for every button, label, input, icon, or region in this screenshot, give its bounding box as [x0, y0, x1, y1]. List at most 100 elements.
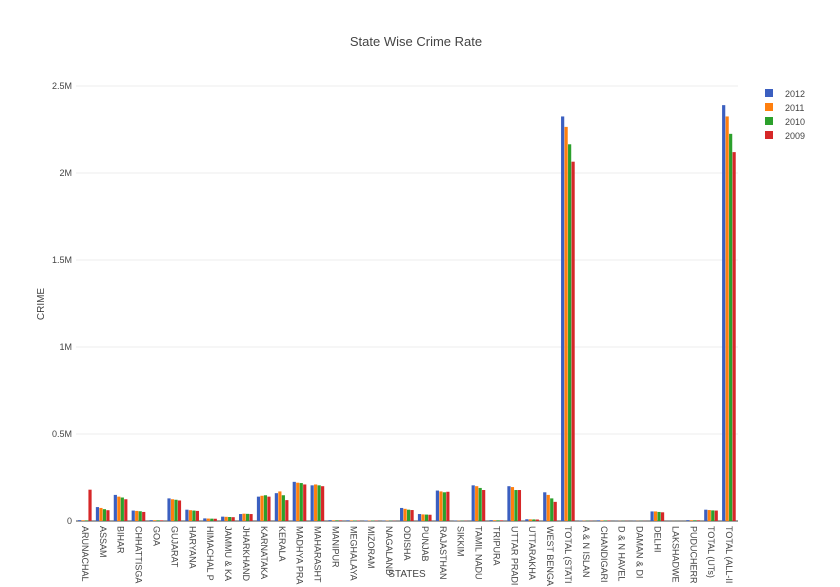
bar[interactable] — [314, 484, 318, 521]
bar[interactable] — [221, 516, 225, 521]
bar[interactable] — [607, 520, 611, 521]
bar[interactable] — [446, 491, 450, 521]
legend-item[interactable]: 2010 — [765, 117, 805, 127]
bar[interactable] — [707, 510, 711, 521]
bar[interactable] — [424, 514, 429, 521]
bar[interactable] — [117, 496, 121, 521]
bar[interactable] — [331, 520, 336, 521]
legend-item[interactable]: 2011 — [765, 103, 804, 113]
bar[interactable] — [564, 126, 568, 521]
bar[interactable] — [507, 486, 511, 521]
bar[interactable] — [442, 492, 446, 521]
bar[interactable] — [696, 520, 700, 521]
bar[interactable] — [535, 519, 539, 521]
bar[interactable] — [561, 116, 565, 521]
bar[interactable] — [131, 510, 135, 521]
bar[interactable] — [711, 510, 715, 521]
bar[interactable] — [274, 493, 278, 521]
bar[interactable] — [263, 495, 268, 521]
bar[interactable] — [156, 520, 160, 521]
bar[interactable] — [102, 509, 107, 521]
bar[interactable] — [403, 508, 407, 521]
bar[interactable] — [317, 485, 321, 521]
bar[interactable] — [256, 496, 261, 521]
bar[interactable] — [174, 499, 178, 521]
bar[interactable] — [686, 520, 690, 521]
bar[interactable] — [356, 520, 360, 522]
bar[interactable] — [410, 510, 414, 521]
bar[interactable] — [732, 152, 736, 521]
bar[interactable] — [553, 501, 557, 521]
bar[interactable] — [496, 520, 500, 521]
bar[interactable] — [421, 514, 425, 521]
bar[interactable] — [596, 520, 601, 521]
bar[interactable] — [138, 511, 142, 521]
bar[interactable] — [725, 116, 729, 521]
bar[interactable] — [113, 494, 117, 521]
bar[interactable] — [525, 519, 529, 521]
bar[interactable] — [693, 520, 697, 521]
bar[interactable] — [482, 490, 486, 521]
bar[interactable] — [407, 509, 411, 521]
bar[interactable] — [153, 520, 157, 521]
legend-item[interactable]: 2012 — [765, 89, 805, 99]
bar[interactable] — [292, 481, 296, 521]
bar[interactable] — [120, 497, 124, 521]
bar[interactable] — [349, 520, 354, 521]
bar[interactable] — [543, 492, 547, 521]
bar[interactable] — [231, 517, 235, 521]
bar[interactable] — [192, 510, 196, 521]
bar[interactable] — [478, 487, 482, 521]
bar[interactable] — [228, 517, 232, 521]
bar[interactable] — [428, 514, 432, 521]
bar[interactable] — [353, 520, 357, 521]
legend[interactable]: 2012 2011 2010 2009 — [765, 89, 805, 141]
bar[interactable] — [170, 499, 175, 521]
bar[interactable] — [546, 494, 550, 521]
bar[interactable] — [439, 491, 443, 521]
bar[interactable] — [299, 483, 303, 521]
bar[interactable] — [142, 511, 146, 521]
bar[interactable] — [364, 520, 368, 521]
bar[interactable] — [135, 510, 139, 521]
bar[interactable] — [310, 485, 314, 521]
bar[interactable] — [499, 520, 504, 521]
bar[interactable] — [722, 105, 726, 521]
bar[interactable] — [338, 520, 343, 521]
bar[interactable] — [714, 510, 718, 521]
bar[interactable] — [249, 514, 253, 521]
bar[interactable] — [167, 498, 171, 521]
bar[interactable] — [160, 520, 164, 521]
bar[interactable] — [303, 484, 307, 521]
bar[interactable] — [514, 490, 518, 521]
bar[interactable] — [321, 486, 325, 521]
bar[interactable] — [729, 133, 733, 521]
bar[interactable] — [657, 511, 661, 521]
bar[interactable] — [417, 514, 422, 521]
bar[interactable] — [471, 485, 475, 521]
bar[interactable] — [400, 507, 404, 521]
bar[interactable] — [571, 161, 575, 521]
bar[interactable] — [296, 482, 300, 521]
bar[interactable] — [285, 500, 289, 521]
bar[interactable] — [245, 513, 250, 521]
bar[interactable] — [224, 516, 228, 521]
bar[interactable] — [185, 509, 189, 521]
legend-item[interactable]: 2009 — [765, 131, 805, 141]
bar[interactable] — [654, 511, 658, 521]
bar[interactable] — [704, 509, 708, 521]
bar[interactable] — [550, 498, 554, 521]
bar[interactable] — [106, 510, 110, 521]
bar[interactable] — [84, 520, 89, 521]
bar[interactable] — [203, 518, 207, 521]
bar[interactable] — [95, 507, 100, 521]
bar[interactable] — [99, 507, 103, 521]
bar[interactable] — [81, 520, 85, 521]
bar[interactable] — [603, 520, 607, 521]
bar[interactable] — [281, 495, 285, 521]
bar[interactable] — [532, 519, 536, 521]
bar[interactable] — [660, 512, 665, 521]
bar[interactable] — [213, 518, 217, 521]
bar[interactable] — [489, 520, 493, 521]
bar[interactable] — [528, 519, 532, 521]
